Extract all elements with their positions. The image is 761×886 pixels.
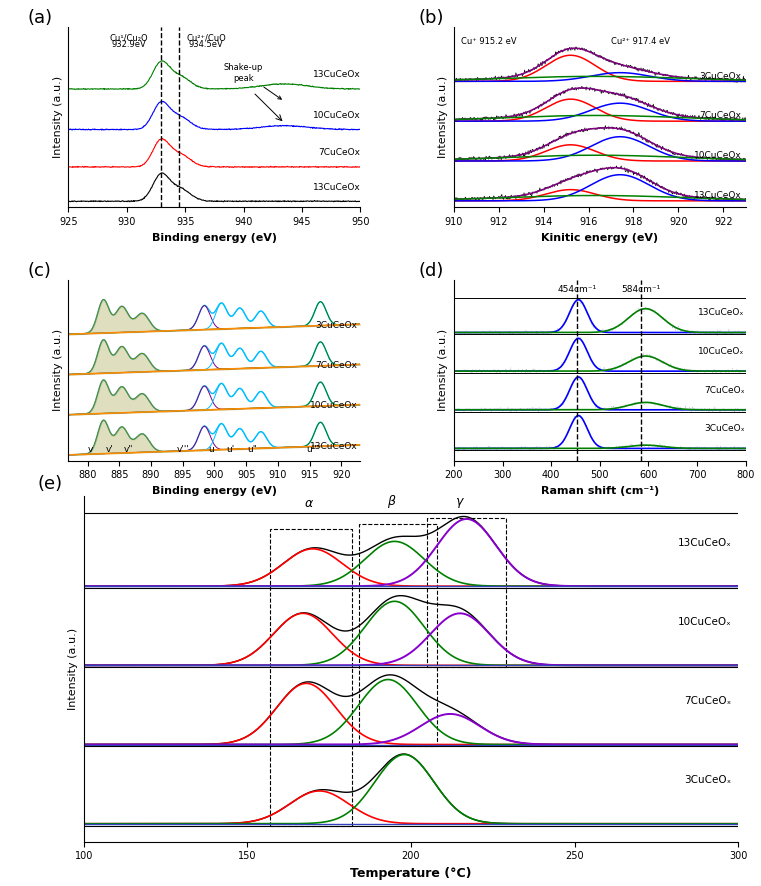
Text: $\beta$: $\beta$	[387, 494, 396, 510]
Text: 7CuCeOₓ: 7CuCeOₓ	[704, 385, 745, 394]
Text: v": v"	[124, 446, 133, 455]
Text: 454cm⁻¹: 454cm⁻¹	[558, 285, 597, 294]
X-axis label: Temperature (°C): Temperature (°C)	[350, 867, 472, 880]
Text: $\gamma$: $\gamma$	[455, 496, 465, 510]
Text: Cu¹/Cu₂O: Cu¹/Cu₂O	[110, 34, 148, 43]
Text: 10CuCeOₓ: 10CuCeOₓ	[699, 347, 745, 356]
Y-axis label: Intensity (a.u.): Intensity (a.u.)	[68, 628, 78, 710]
Text: Cu²⁺ 917.4 eV: Cu²⁺ 917.4 eV	[611, 37, 670, 46]
X-axis label: Binding energy (eV): Binding energy (eV)	[152, 486, 277, 496]
Text: Cu²⁺/CuO: Cu²⁺/CuO	[186, 34, 226, 43]
Text: 10CuCeOx: 10CuCeOx	[310, 401, 357, 410]
Y-axis label: Intensity (a.u.): Intensity (a.u.)	[53, 76, 63, 158]
Y-axis label: Intensity (a.u.): Intensity (a.u.)	[438, 76, 448, 158]
Text: 13CuCeOₓ: 13CuCeOₓ	[699, 308, 745, 317]
Text: 7CuCeOx: 7CuCeOx	[315, 361, 357, 370]
X-axis label: Binding energy (eV): Binding energy (eV)	[152, 233, 277, 243]
Text: v''': v'''	[177, 446, 189, 455]
X-axis label: Raman shift (cm⁻¹): Raman shift (cm⁻¹)	[540, 486, 659, 496]
Y-axis label: Intensity (a.u.): Intensity (a.u.)	[438, 330, 448, 411]
Text: 3CuCeOx: 3CuCeOx	[699, 72, 741, 81]
Text: 7CuCeOx: 7CuCeOx	[318, 148, 361, 158]
Text: 13CuCeOx: 13CuCeOx	[310, 441, 357, 451]
Text: (b): (b)	[419, 9, 444, 27]
Text: v': v'	[106, 446, 113, 455]
Text: 934.5eV: 934.5eV	[189, 40, 224, 49]
Text: (a): (a)	[27, 9, 53, 27]
Text: 932.9eV: 932.9eV	[112, 40, 147, 49]
Text: v: v	[88, 446, 94, 455]
Bar	[427, 518, 506, 667]
Text: Cu⁺ 915.2 eV: Cu⁺ 915.2 eV	[460, 37, 516, 46]
Text: 13CuCeOx: 13CuCeOx	[313, 70, 361, 80]
Text: 7CuCeOx: 7CuCeOx	[699, 112, 741, 120]
Text: u: u	[209, 446, 214, 455]
Text: (e): (e)	[38, 475, 63, 494]
Y-axis label: Intensity (a.u.): Intensity (a.u.)	[53, 330, 63, 411]
Text: 13CuCeOₓ: 13CuCeOₓ	[678, 538, 731, 548]
Text: 584cm⁻¹: 584cm⁻¹	[621, 285, 661, 294]
Text: 10CuCeOx: 10CuCeOx	[313, 111, 361, 120]
Text: (d): (d)	[419, 262, 444, 280]
X-axis label: Kinitic energy (eV): Kinitic energy (eV)	[541, 233, 658, 243]
Text: u''': u'''	[306, 446, 320, 455]
Bar	[270, 529, 352, 826]
Text: 10CuCeOx: 10CuCeOx	[693, 152, 741, 160]
Text: Shake-up
peak: Shake-up peak	[224, 63, 282, 99]
Text: 7CuCeOₓ: 7CuCeOₓ	[684, 696, 731, 706]
Text: 10CuCeOₓ: 10CuCeOₓ	[678, 617, 731, 626]
Text: 3CuCeOx: 3CuCeOx	[315, 321, 357, 330]
Text: 13CuCeOx: 13CuCeOx	[693, 191, 741, 200]
Text: 3CuCeOₓ: 3CuCeOₓ	[704, 424, 745, 433]
Text: $\alpha$: $\alpha$	[304, 497, 314, 510]
Text: 13CuCeOx: 13CuCeOx	[313, 183, 361, 191]
Text: (c): (c)	[27, 262, 52, 280]
Text: u': u'	[226, 446, 234, 455]
Text: 3CuCeOₓ: 3CuCeOₓ	[684, 775, 731, 785]
Text: u": u"	[247, 446, 257, 455]
Bar	[358, 524, 437, 746]
